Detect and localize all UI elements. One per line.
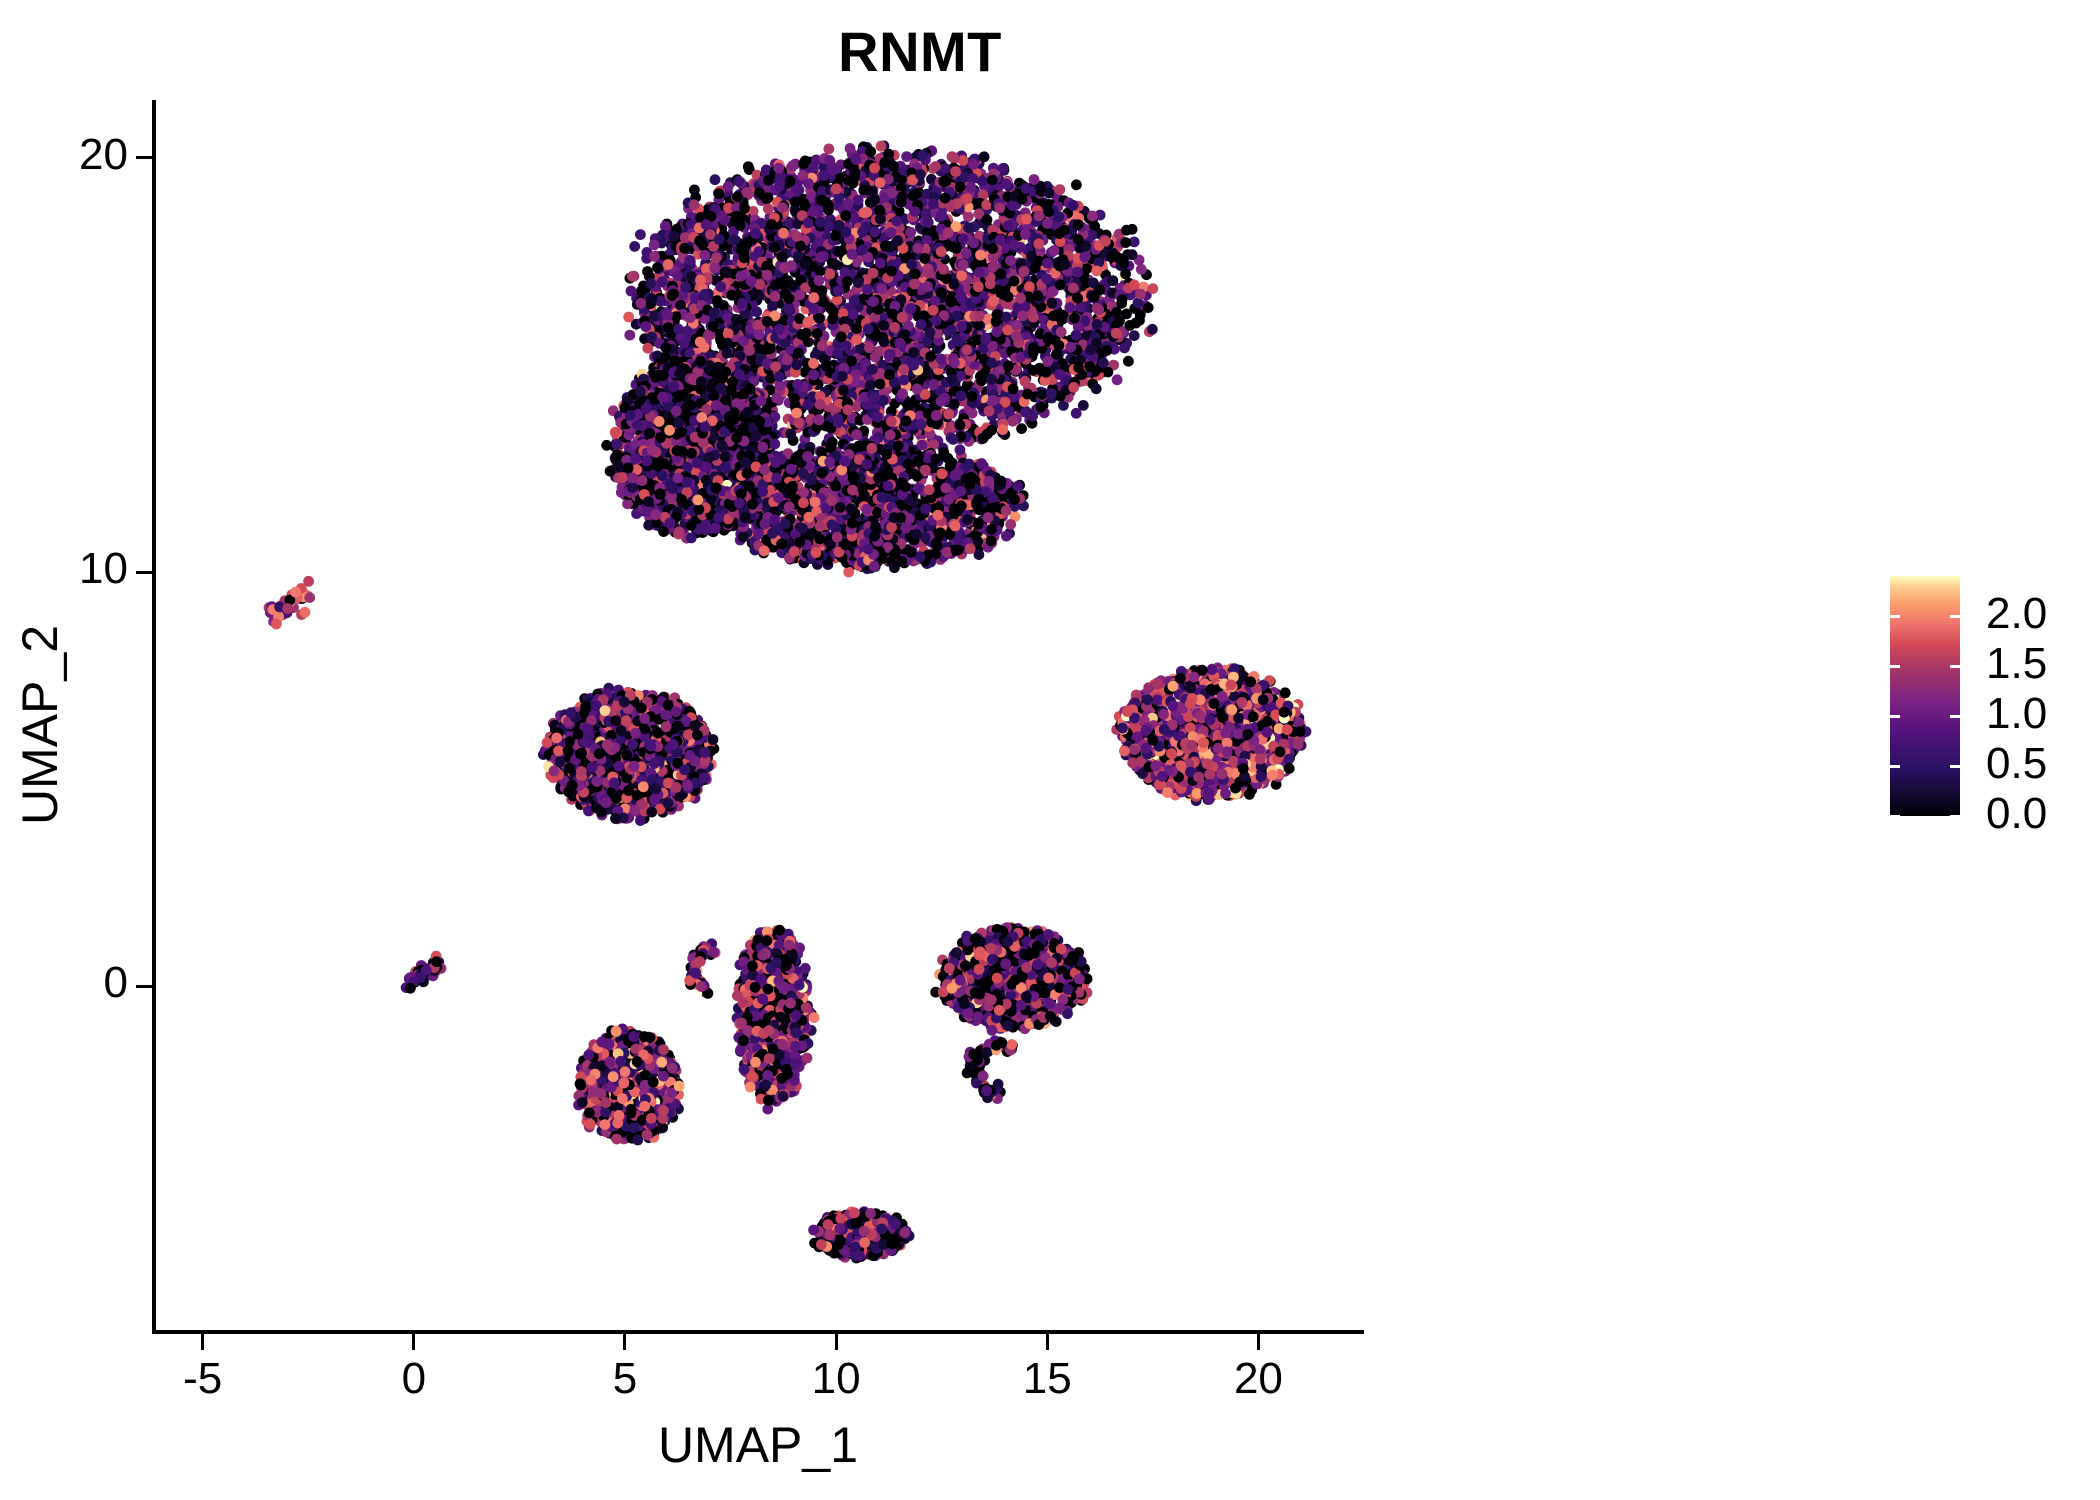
x-tick-label: 20 [1233, 1354, 1283, 1403]
colorbar-tick-mark [1890, 714, 1900, 718]
x-tick-label: 10 [811, 1354, 861, 1403]
colorbar-gradient [1890, 576, 1960, 816]
colorbar-tick-label: 1.0 [1986, 689, 2048, 738]
x-tick-label: 0 [401, 1354, 427, 1403]
colorbar-tick-mark [1890, 614, 1900, 618]
y-tick-label: 0 [103, 958, 128, 1008]
page-title: RNMT [838, 20, 1002, 83]
x-tick-mark [412, 1334, 416, 1350]
y-tick-mark [136, 570, 152, 574]
colorbar-tick-mark [1890, 764, 1900, 768]
x-tick-label: 15 [1022, 1354, 1072, 1403]
colorbar-tick-label: 2.0 [1986, 589, 2048, 638]
x-tick-label: -5 [183, 1354, 223, 1403]
x-tick-mark [201, 1334, 205, 1350]
colorbar-legend: 0.0 0.5 1.0 1.5 2.0 [1890, 576, 2080, 836]
scatter-points-layer [263, 140, 1312, 1264]
y-axis-title: UMAP_2 [12, 624, 68, 826]
colorbar-tick-label: 1.5 [1986, 639, 2048, 688]
x-tick-mark [1045, 1334, 1049, 1350]
colorbar-tick-mark [1890, 814, 1900, 818]
colorbar-tick-label: 0.0 [1986, 789, 2048, 838]
y-tick-mark [136, 984, 152, 988]
colorbar-tick-mark [1950, 764, 1960, 768]
colorbar-tick-mark [1950, 814, 1960, 818]
colorbar-tick-mark [1950, 614, 1960, 618]
colorbar-tick-mark [1890, 664, 1900, 668]
x-tick-label: 5 [612, 1354, 638, 1403]
y-axis-line [152, 100, 156, 1334]
x-tick-mark [834, 1334, 838, 1350]
y-tick-label: 10 [79, 544, 128, 594]
plot-panel [152, 100, 1364, 1334]
colorbar-tick-mark [1950, 714, 1960, 718]
x-tick-mark [1256, 1334, 1260, 1350]
colorbar-tick-label: 0.5 [1986, 739, 2048, 788]
y-tick-label: 20 [79, 129, 128, 179]
x-axis-title: UMAP_1 [657, 1417, 859, 1473]
x-axis-line [152, 1330, 1364, 1334]
y-tick-mark [136, 156, 152, 160]
colorbar-tick-mark [1950, 664, 1960, 668]
x-tick-mark [623, 1334, 627, 1350]
